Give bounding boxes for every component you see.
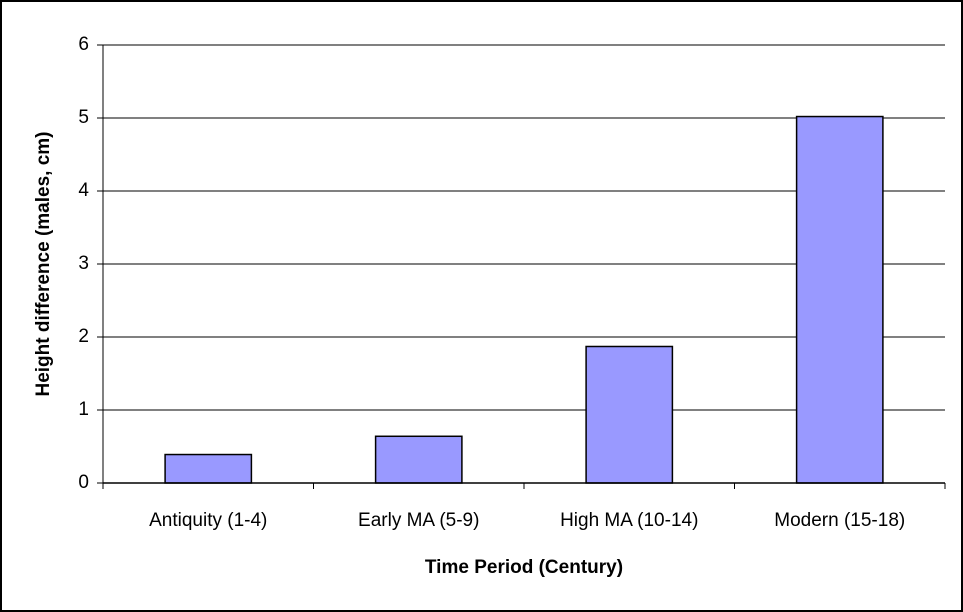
x-tick-label: High MA (10-14) [560, 510, 698, 531]
y-axis-title: Height difference (males, cm) [33, 131, 54, 396]
y-tick-label: 5 [78, 107, 89, 128]
x-tick-label: Antiquity (1-4) [149, 510, 267, 531]
y-tick-label: 3 [78, 253, 89, 274]
x-axis-title: Time Period (Century) [425, 557, 623, 578]
y-tick-label: 1 [78, 399, 89, 420]
bar [374, 435, 463, 484]
bar [795, 115, 884, 484]
x-tick-label: Early MA (5-9) [358, 510, 479, 531]
bar [585, 345, 674, 484]
y-tick-label: 0 [78, 472, 89, 493]
x-tick-label: Modern (15-18) [774, 510, 905, 531]
y-tick-label: 2 [78, 326, 89, 347]
y-tick-label: 6 [78, 34, 89, 55]
y-tick-label: 4 [78, 180, 89, 201]
bar [164, 453, 253, 484]
